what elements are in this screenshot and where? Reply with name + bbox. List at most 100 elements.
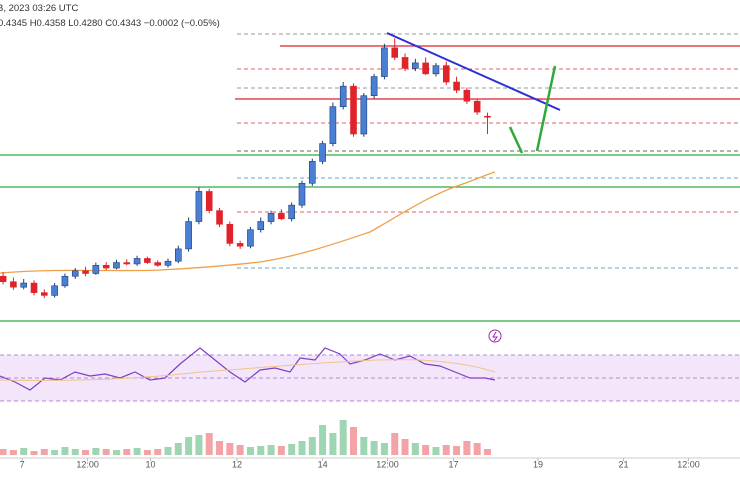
candle-body	[133, 258, 141, 265]
candle-body	[0, 275, 7, 283]
volume-bar	[216, 441, 224, 455]
candle-body	[92, 264, 100, 274]
rsi-band	[0, 355, 740, 401]
moving-average	[0, 171, 496, 274]
rsi-line	[0, 347, 496, 391]
volume-bar	[154, 449, 162, 455]
volume-bar	[61, 447, 69, 455]
header-title: B, 2023 03:26 UTC	[0, 3, 78, 14]
candle-body	[257, 221, 265, 231]
volume-bar	[380, 443, 388, 455]
candle-body	[123, 262, 131, 265]
volume-bar	[9, 450, 17, 455]
volume-bar	[133, 448, 141, 455]
x-tick-label: 12:00	[76, 459, 99, 469]
candle-body	[432, 65, 440, 75]
volume-bar	[350, 427, 358, 455]
candle-body	[473, 100, 481, 113]
candle-body	[442, 65, 450, 83]
volume-bar	[319, 425, 327, 455]
candle-body	[71, 270, 79, 277]
candle-body	[267, 213, 275, 222]
x-tick-label: 7	[20, 459, 25, 469]
volume-bar	[82, 450, 90, 455]
volume-bar	[401, 439, 409, 455]
candle-body	[185, 221, 192, 250]
volume-bar	[277, 446, 285, 455]
volume-bar	[308, 437, 316, 455]
volume-bar	[143, 450, 151, 455]
volume-bar	[20, 448, 28, 455]
candle-body	[463, 89, 471, 102]
x-tick-label: 17	[448, 459, 458, 469]
candle-body	[329, 106, 337, 144]
candle-body	[484, 115, 491, 118]
candle-body	[144, 258, 151, 263]
candle-body	[175, 248, 182, 262]
candle-body	[236, 243, 244, 247]
x-tick-label: 12:00	[677, 459, 700, 469]
volume-bar	[174, 443, 182, 455]
volume-bar	[432, 447, 440, 455]
x-tick-label: 10	[145, 459, 155, 469]
event-icon	[488, 329, 502, 343]
candle-body	[51, 285, 58, 296]
volume-bar	[30, 451, 38, 455]
candle-body	[102, 264, 110, 269]
rsi-average	[0, 359, 496, 382]
volume-bar	[0, 449, 7, 455]
candle-body	[247, 229, 254, 247]
candle-body	[20, 282, 28, 288]
volume-bar	[71, 449, 79, 455]
volume-bar	[257, 446, 265, 455]
x-tick-label: 12	[232, 459, 242, 469]
candle-body	[298, 182, 306, 206]
candle-body	[154, 262, 161, 266]
event-icon	[492, 331, 498, 342]
trend-line	[386, 32, 561, 111]
volume-bar	[483, 449, 491, 455]
candle-body	[360, 95, 368, 135]
candle-body	[370, 76, 378, 97]
candle-body	[61, 275, 69, 287]
volume-bar	[473, 443, 481, 455]
volume-bar	[246, 447, 254, 455]
candle-body	[339, 85, 347, 107]
candle-body	[381, 47, 388, 77]
candle-body	[453, 81, 460, 91]
candle-body	[319, 143, 326, 162]
header-ohlc: 0.4345 H0.4358 L0.4280 C0.4343 −0.0002 (…	[0, 18, 220, 29]
candle-body	[113, 262, 120, 269]
volume-bar	[185, 437, 193, 455]
candle-body	[226, 223, 234, 244]
volume-bar	[92, 448, 100, 455]
candle-body	[195, 191, 203, 222]
x-tick-label: 19	[533, 459, 543, 469]
forecast-arrow	[508, 65, 557, 154]
candle-body	[308, 161, 316, 184]
volume-bar	[298, 441, 306, 455]
candle-body	[401, 57, 409, 69]
candle-body	[422, 62, 429, 75]
volume-bar	[51, 450, 59, 455]
volume-bar	[442, 445, 450, 455]
volume-bar	[422, 445, 430, 455]
candle-body	[82, 270, 89, 274]
volume-bar	[226, 443, 234, 455]
candle-body	[350, 85, 357, 135]
volume-bar	[195, 435, 203, 455]
volume-bar	[164, 447, 172, 455]
volume-bar	[370, 441, 378, 455]
candle-body	[278, 213, 285, 220]
x-tick-label: 21	[619, 459, 629, 469]
candle-body	[41, 292, 48, 296]
candle-body	[288, 204, 295, 220]
volume-bar	[329, 433, 337, 455]
candle-body	[412, 62, 419, 69]
x-tick-label: 12:00	[376, 459, 399, 469]
volume-bar	[267, 445, 275, 455]
volume-bar	[288, 444, 296, 455]
volume-bar	[463, 441, 471, 455]
volume-bar	[205, 433, 213, 455]
